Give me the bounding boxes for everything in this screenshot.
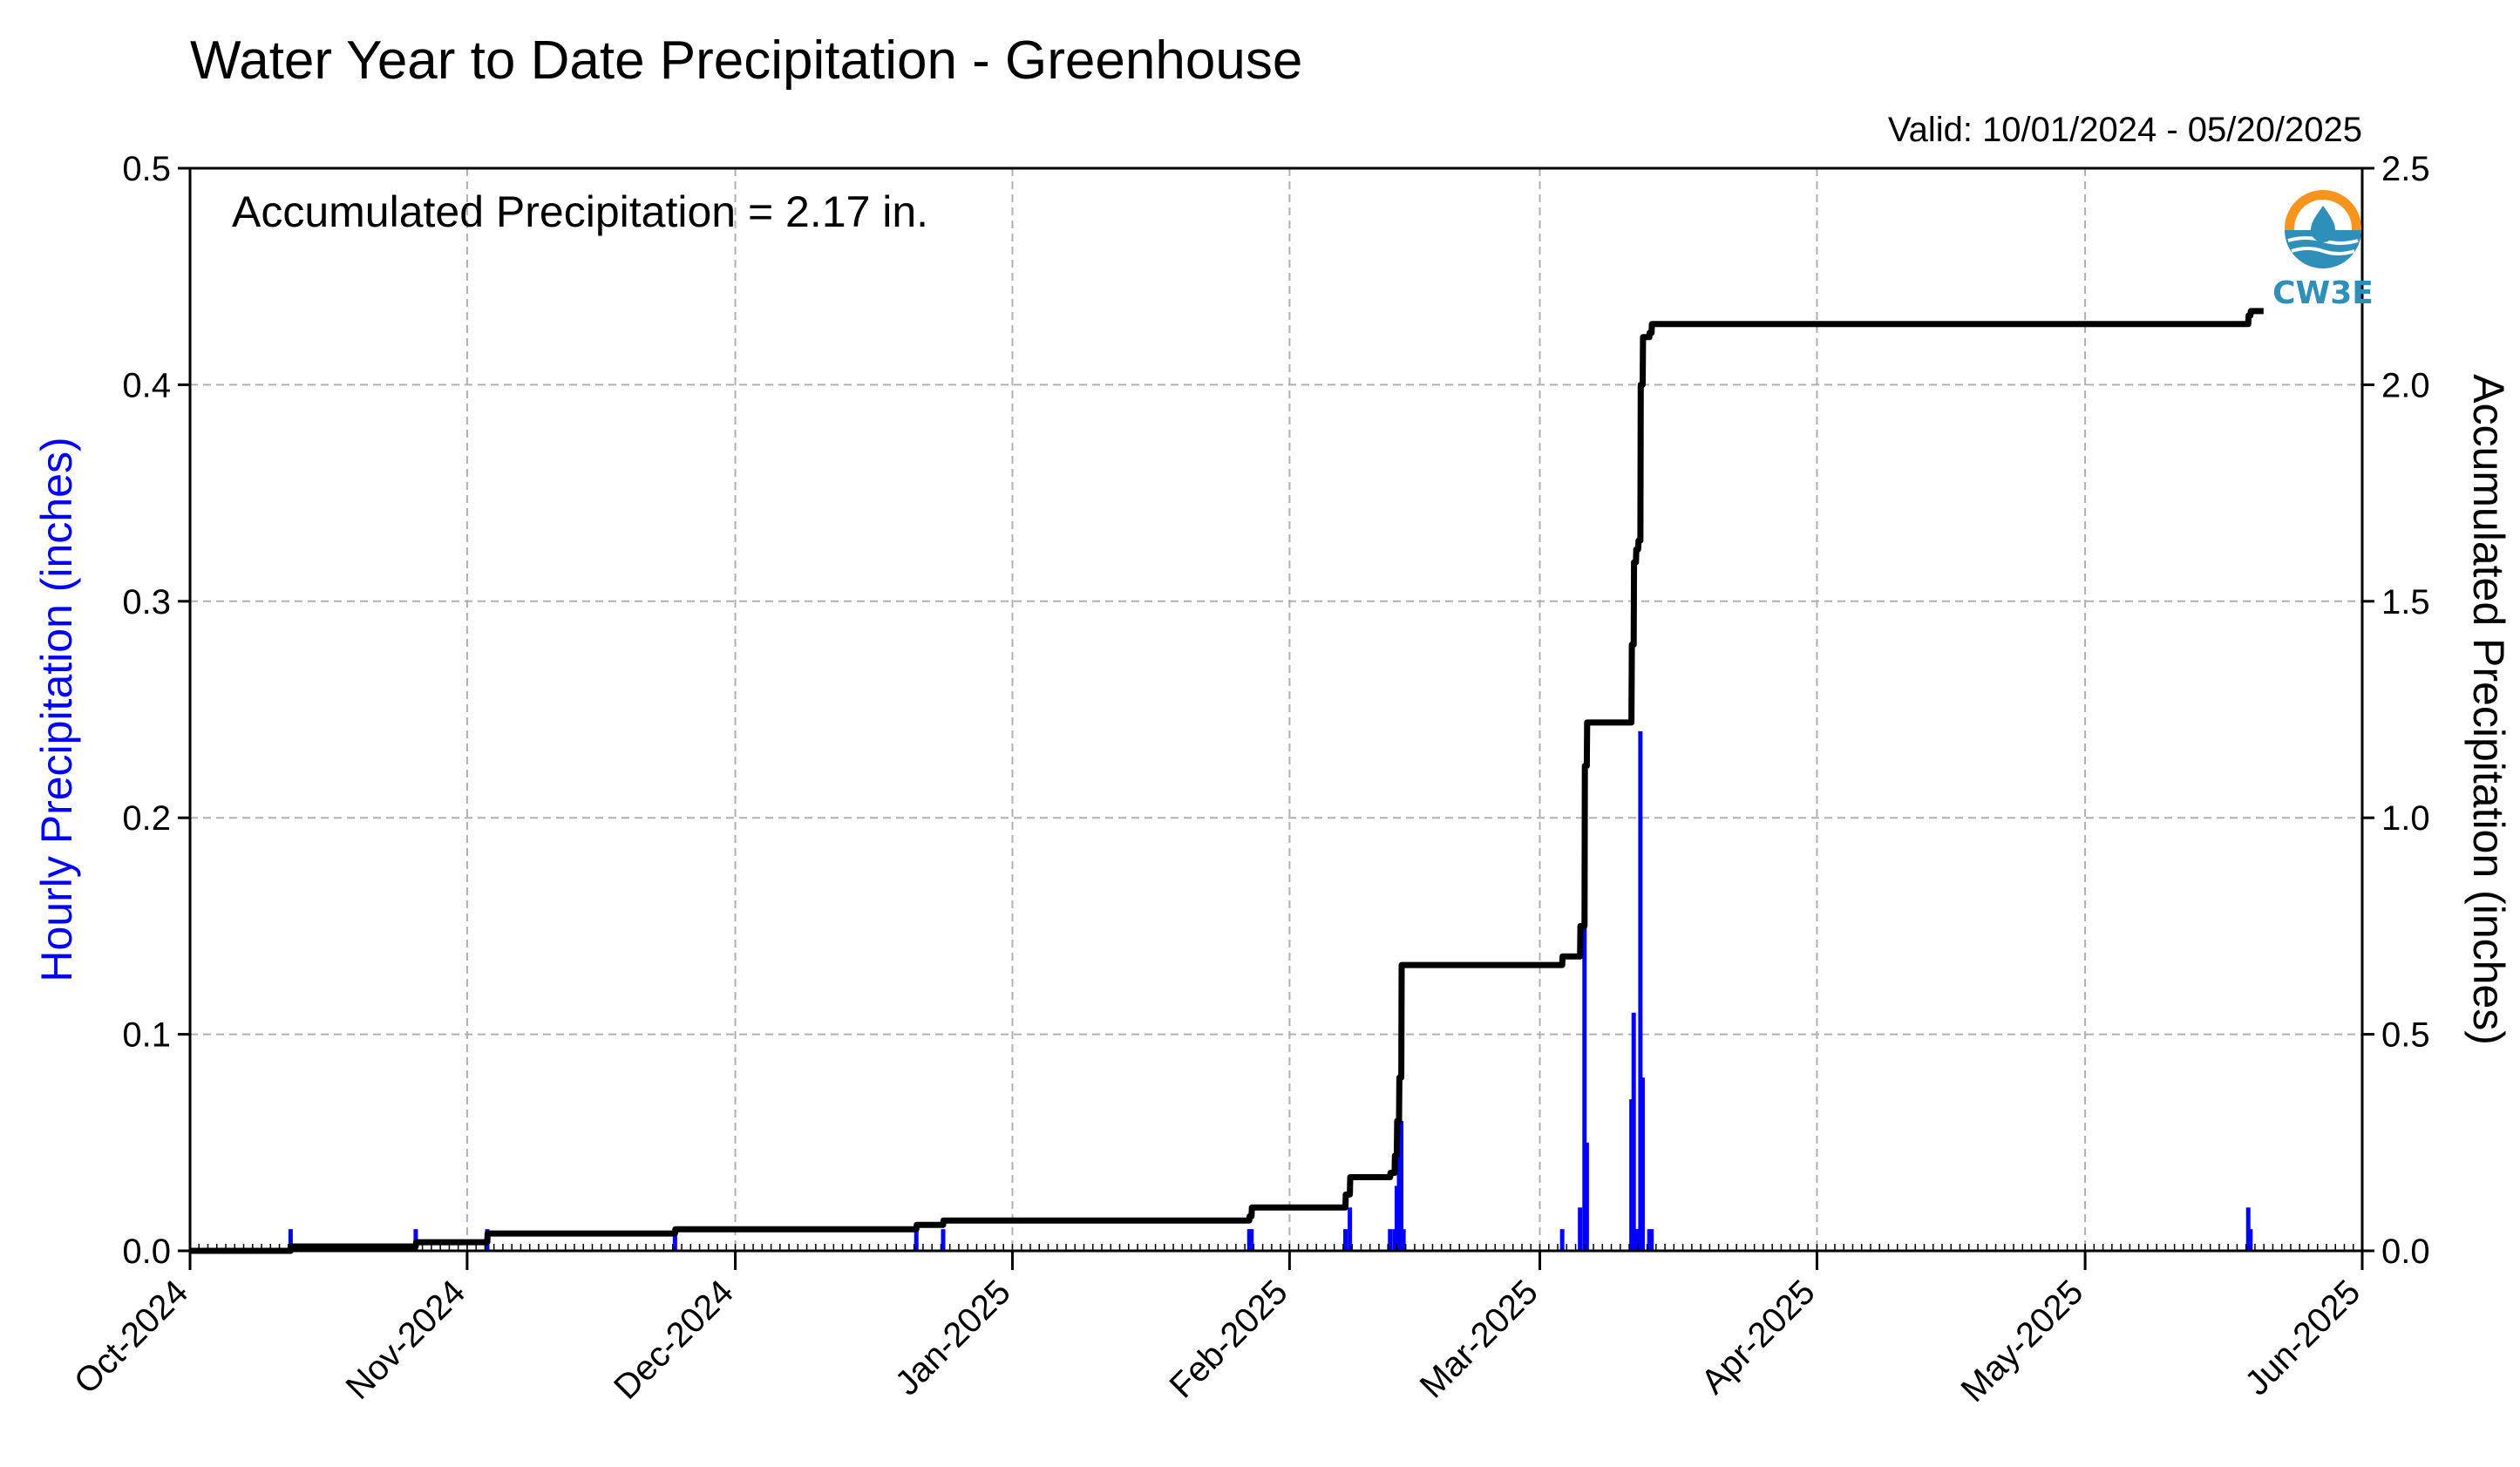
y-left-tick-label: 0.0: [122, 1233, 171, 1271]
x-tick-label: May-2025: [1954, 1273, 2091, 1409]
y-left-tick-label: 0.2: [122, 799, 171, 838]
hourly-bar: [1392, 1229, 1397, 1251]
hourly-bar: [1584, 1142, 1589, 1251]
logo-text: CW3E: [2272, 275, 2374, 311]
y-left-tick-label: 0.3: [122, 583, 171, 621]
hourly-bar: [1249, 1229, 1254, 1251]
hourly-bar: [1578, 1207, 1583, 1251]
hourly-bar: [1631, 1012, 1636, 1251]
cw3e-logo: CW3E: [2272, 190, 2374, 311]
x-tick-label: Mar-2025: [1413, 1273, 1545, 1405]
hourly-bar: [1638, 730, 1643, 1251]
x-axis: Oct-2024 Nov-2024 Dec-2024 Jan-2025 Feb-2025…: [67, 1244, 2367, 1409]
hourly-bar: [1246, 1229, 1252, 1251]
hourly-bar: [1582, 926, 1587, 1251]
y-axis-right-label: Accumulated Precipitation (inches): [2464, 374, 2513, 1045]
x-tick-label: Oct-2024: [67, 1273, 195, 1401]
hourly-bar: [1559, 1229, 1565, 1251]
hourly-bar: [1647, 1229, 1652, 1251]
hourly-bar: [1388, 1229, 1393, 1251]
x-tick-label: Jun-2025: [2238, 1273, 2367, 1402]
hourly-bar: [2248, 1229, 2253, 1251]
y-axis-left-label: Hourly Precipitation (inches): [32, 437, 81, 981]
y-left-tick-label: 0.5: [122, 150, 171, 188]
hourly-bar: [941, 1229, 946, 1251]
hourly-bar: [1629, 1099, 1634, 1251]
hourly-bar: [1634, 1229, 1639, 1251]
y-axis-right: 0.0 0.5 1.0 1.5 2.0 2.5: [2362, 150, 2430, 1271]
accumulated-annotation: Accumulated Precipitation = 2.17 in.: [232, 187, 928, 236]
hourly-bar: [288, 1229, 293, 1251]
y-right-tick-label: 1.0: [2381, 799, 2430, 838]
y-right-tick-label: 2.0: [2381, 366, 2430, 404]
hourly-bar: [1635, 1229, 1640, 1251]
hourly-bar: [1640, 1077, 1645, 1251]
x-tick-label: Feb-2025: [1163, 1273, 1295, 1405]
y-right-tick-label: 1.5: [2381, 583, 2430, 621]
x-tick-label: Nov-2024: [339, 1273, 473, 1407]
hourly-bar: [1348, 1207, 1353, 1251]
y-left-tick-label: 0.1: [122, 1016, 171, 1055]
hourly-bar: [1394, 1185, 1399, 1251]
y-axis-left: 0.0 0.1 0.2 0.3 0.4 0.5: [122, 150, 190, 1271]
hourly-bar: [672, 1229, 677, 1251]
hourly-bar: [914, 1229, 919, 1251]
grid-lines: [190, 168, 2362, 1251]
y-right-tick-label: 2.5: [2381, 150, 2430, 188]
plot-frame: [188, 166, 2364, 1253]
y-left-tick-label: 0.4: [122, 366, 171, 404]
y-right-tick-label: 0.5: [2381, 1016, 2430, 1055]
x-tick-label: Dec-2024: [607, 1273, 741, 1407]
hourly-bar: [1342, 1229, 1348, 1251]
hourly-bar: [1396, 1142, 1402, 1251]
hourly-bar: [1399, 1120, 1404, 1251]
hourly-bar: [1649, 1229, 1654, 1251]
hourly-bars: [288, 730, 2253, 1251]
accumulated-line: [190, 308, 2264, 1254]
x-tick-label: Apr-2025: [1694, 1273, 1822, 1401]
logo-drop-icon: [2311, 206, 2335, 242]
hourly-bar: [1401, 1229, 1406, 1251]
valid-range: Valid: 10/01/2024 - 05/20/2025: [1888, 111, 2362, 149]
y-right-tick-label: 0.0: [2381, 1233, 2430, 1271]
x-tick-label: Jan-2025: [888, 1273, 1018, 1402]
chart-title: Water Year to Date Precipitation - Green…: [190, 31, 1302, 91]
hourly-bar: [2245, 1207, 2251, 1251]
